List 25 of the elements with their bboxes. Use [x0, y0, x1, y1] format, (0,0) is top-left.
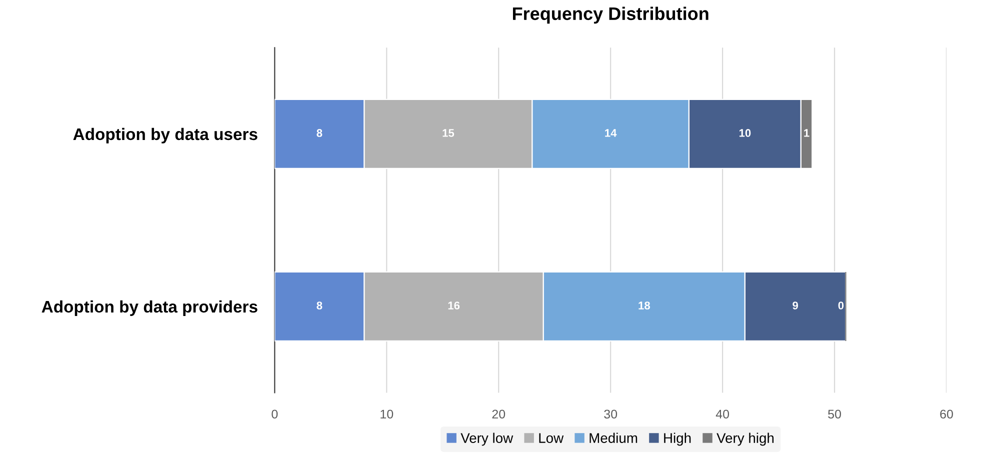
data-label: 16 — [448, 302, 460, 310]
x-tick-label: 10 — [380, 410, 394, 419]
data-label: 15 — [442, 129, 454, 137]
data-label: 8 — [316, 129, 322, 137]
x-tick-label: 60 — [940, 410, 953, 419]
x-tick-label: 20 — [492, 410, 506, 419]
x-tick-label: 40 — [716, 410, 730, 419]
data-label: 18 — [638, 302, 650, 310]
data-label: 1 — [804, 129, 810, 137]
data-label: 8 — [316, 302, 322, 310]
chart-title: Frequency Distribution — [512, 6, 708, 24]
legend-label: Very low — [460, 432, 514, 446]
legend-label: Very high — [716, 432, 774, 446]
legend-label: Low — [539, 433, 564, 443]
y-tick-label: Adoption by data providers — [42, 300, 258, 316]
data-label: 0 — [838, 302, 844, 310]
x-tick-label: 50 — [828, 410, 841, 419]
data-label: 14 — [605, 129, 617, 137]
x-tick-label: 30 — [604, 410, 618, 419]
x-tick-label: 0 — [272, 410, 278, 419]
legend-label: Medium — [590, 432, 638, 443]
y-tick-label: Adoption by data users — [73, 128, 258, 144]
legend-label: High — [664, 432, 691, 446]
data-label: 9 — [792, 302, 798, 310]
data-label: 10 — [739, 129, 751, 137]
